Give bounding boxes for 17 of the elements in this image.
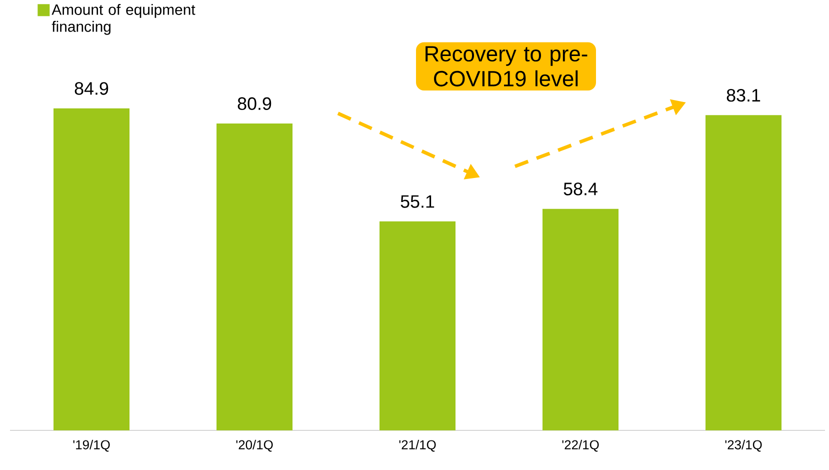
x-tick-label: '21/1Q <box>399 440 436 452</box>
data-label: 55.1 <box>400 195 434 208</box>
bar <box>380 221 456 430</box>
text: Recovery to pre-COVID19 level <box>426 46 588 86</box>
x-tick-label: '22/1Q <box>562 440 599 452</box>
data-label: 80.9 <box>238 97 272 110</box>
legend-label: Amount of equipment financing <box>52 4 196 35</box>
x-tick-label: '23/1Q <box>725 440 762 452</box>
data-label: 83.1 <box>726 88 760 102</box>
data-label: 84.9 <box>74 82 108 95</box>
x-tick-label: '19/1Q <box>73 440 110 452</box>
data-label: 58.4 <box>564 182 598 196</box>
bar <box>54 108 130 430</box>
bar <box>216 123 293 430</box>
bar <box>706 115 782 430</box>
bar <box>542 208 619 430</box>
x-tick-label: '20/1Q <box>236 440 273 452</box>
